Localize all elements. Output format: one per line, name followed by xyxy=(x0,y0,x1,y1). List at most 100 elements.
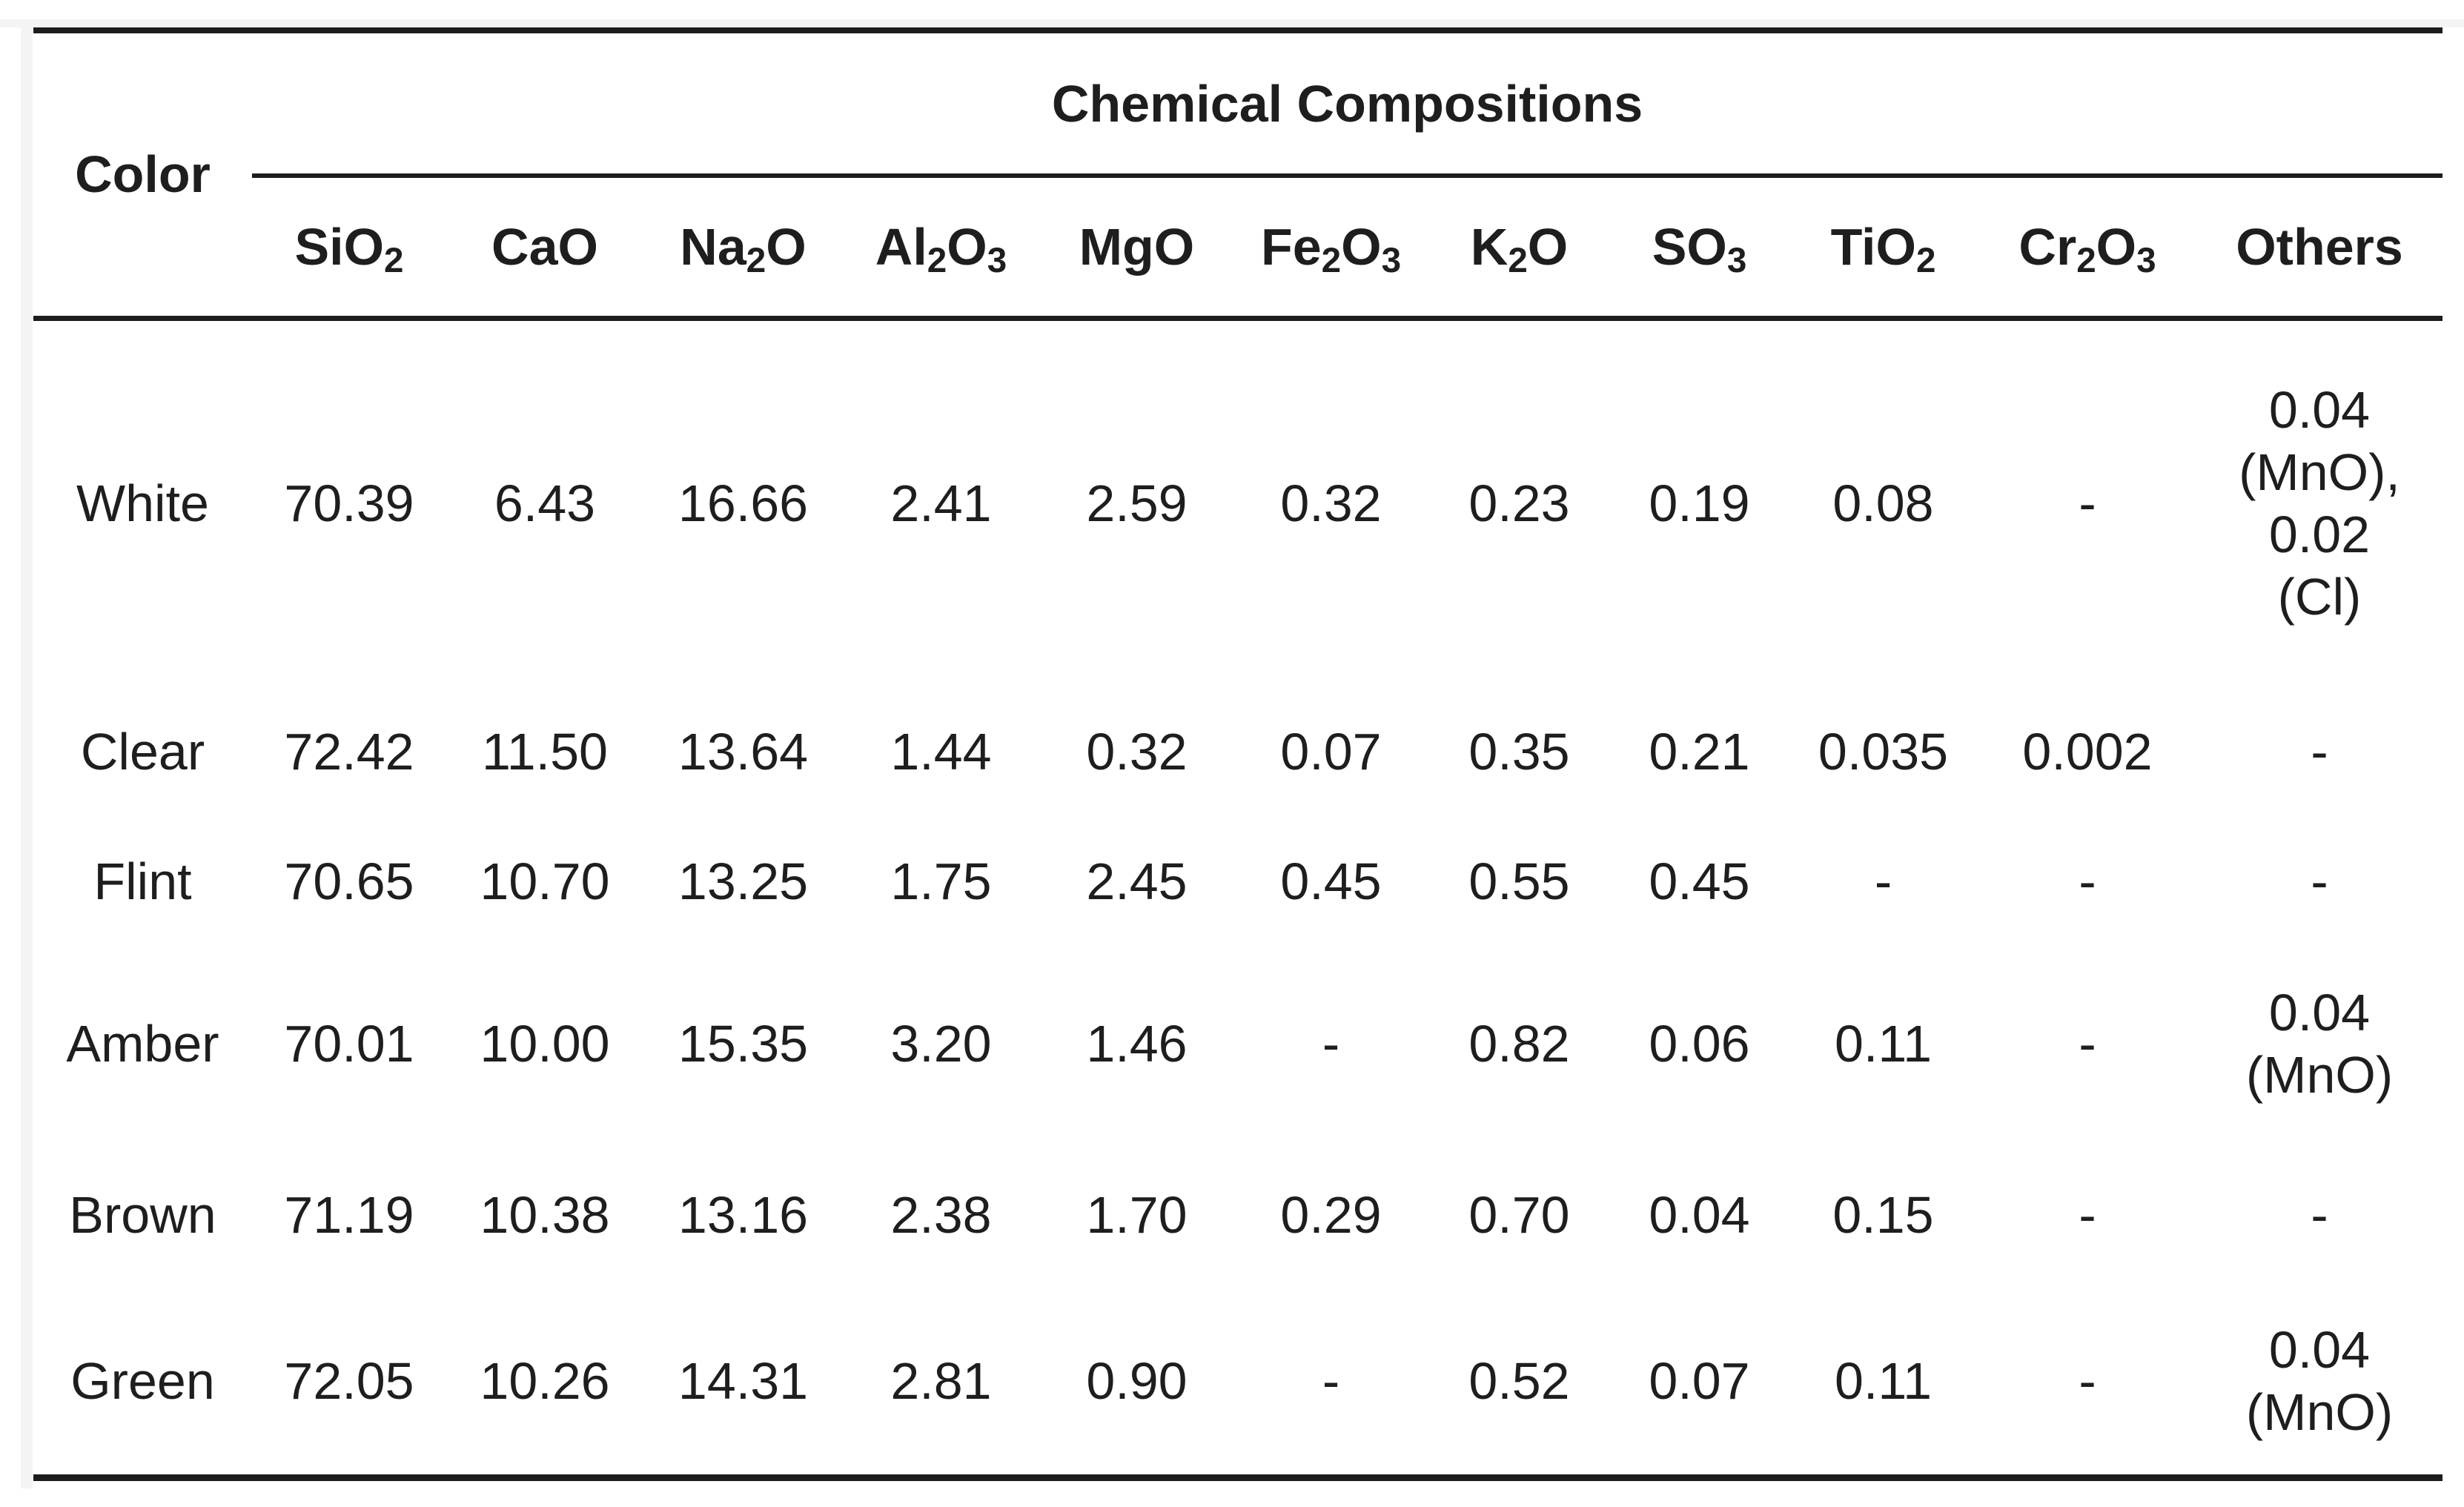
cell-amber-tio2: 0.11 xyxy=(1834,1015,1933,1073)
cell-green-mgo: 0.90 xyxy=(1086,1351,1188,1410)
table-row-white: White 70.39 6.43 16.66 2.41 2.59 0.32 0.… xyxy=(33,318,2443,686)
column-header-cao: CaO xyxy=(446,176,643,321)
cell-clear-fe2o3: 0.07 xyxy=(1280,723,1382,781)
chemical-compositions-table: Color Chemical Compositions SiO2 CaO Na2… xyxy=(33,27,2443,1481)
cell-green-others: 0.04 (MnO) xyxy=(2196,1288,2443,1477)
cell-amber-na2o: 15.35 xyxy=(678,1015,809,1073)
column-header-sio2: SiO2 xyxy=(252,176,446,321)
column-header-tio2: TiO2 xyxy=(1788,176,1978,321)
cell-green-fe2o3: - xyxy=(1322,1351,1340,1410)
cell-clear-sio2: 72.42 xyxy=(284,723,414,781)
cell-amber-others: 0.04 (MnO) xyxy=(2196,945,2443,1142)
cell-flint-others-text: - xyxy=(2311,852,2328,910)
cell-brown-others: - xyxy=(2196,1142,2443,1288)
cell-green-tio2: 0.11 xyxy=(1834,1351,1933,1410)
cell-flint-others: - xyxy=(2196,818,2443,945)
cell-white-cr2o3: - xyxy=(2079,474,2096,532)
row-header-brown: Brown xyxy=(69,1186,216,1244)
group-header-chemical-compositions: Chemical Compositions xyxy=(252,30,2443,178)
cell-white-so3: 0.19 xyxy=(1649,474,1750,532)
table-row-green: Green 72.05 10.26 14.31 2.81 0.90 - 0.52… xyxy=(33,1288,2443,1477)
cell-brown-so3: 0.04 xyxy=(1649,1186,1750,1244)
cell-green-so3: 0.07 xyxy=(1649,1351,1750,1410)
row-header-amber: Amber xyxy=(66,1015,219,1073)
cell-clear-k2o: 0.35 xyxy=(1468,723,1570,781)
cell-green-al2o3: 2.81 xyxy=(890,1351,992,1410)
table-row-amber: Amber 70.01 10.00 15.35 3.20 1.46 - 0.82… xyxy=(33,945,2443,1142)
cell-clear-so3: 0.21 xyxy=(1649,723,1750,781)
row-header-flint: Flint xyxy=(93,852,192,910)
cell-flint-tio2: - xyxy=(1874,852,1892,910)
cell-green-sio2: 72.05 xyxy=(284,1351,414,1410)
cell-clear-cao: 11.50 xyxy=(482,723,608,781)
cell-brown-fe2o3: 0.29 xyxy=(1280,1186,1382,1244)
cell-brown-al2o3: 2.38 xyxy=(890,1186,992,1244)
cell-flint-cr2o3: - xyxy=(2079,852,2096,910)
column-header-so3: SO3 xyxy=(1611,176,1788,321)
cell-clear-al2o3: 1.44 xyxy=(890,723,992,781)
cell-brown-k2o: 0.70 xyxy=(1468,1186,1570,1244)
column-header-others: Others xyxy=(2196,176,2443,321)
cell-white-cao: 6.43 xyxy=(494,474,596,532)
cell-amber-k2o: 0.82 xyxy=(1468,1015,1570,1073)
page-margin-left xyxy=(21,19,33,1488)
cell-flint-cao: 10.70 xyxy=(480,852,610,910)
cell-flint-al2o3: 1.75 xyxy=(890,852,992,910)
row-header-clear: Clear xyxy=(80,723,205,781)
cell-amber-so3: 0.06 xyxy=(1649,1015,1750,1073)
column-header-color: Color xyxy=(33,30,252,321)
cell-clear-cr2o3: 0.002 xyxy=(2022,723,2153,781)
cell-brown-tio2: 0.15 xyxy=(1832,1186,1934,1244)
column-header-mgo: MgO xyxy=(1039,176,1234,321)
column-header-al2o3: Al2O3 xyxy=(843,176,1039,321)
cell-amber-al2o3: 3.20 xyxy=(890,1015,992,1073)
cell-amber-mgo: 1.46 xyxy=(1086,1015,1188,1073)
cell-white-fe2o3: 0.32 xyxy=(1280,474,1382,532)
table-row-flint: Flint 70.65 10.70 13.25 1.75 2.45 0.45 0… xyxy=(33,818,2443,945)
column-header-fe2o3: Fe2O3 xyxy=(1234,176,1428,321)
column-header-k2o: K2O xyxy=(1428,176,1611,321)
cell-white-al2o3: 2.41 xyxy=(890,474,992,532)
cell-green-cao: 10.26 xyxy=(480,1351,610,1410)
row-header-green: Green xyxy=(70,1351,215,1410)
cell-flint-fe2o3: 0.45 xyxy=(1280,852,1382,910)
column-header-na2o: Na2O xyxy=(643,176,843,321)
cell-white-na2o: 16.66 xyxy=(678,474,809,532)
cell-flint-so3: 0.45 xyxy=(1649,852,1750,910)
cell-white-tio2: 0.08 xyxy=(1832,474,1934,532)
cell-brown-sio2: 71.19 xyxy=(284,1186,414,1244)
cell-white-others-text: 0.04 (MnO), 0.02 (Cl) xyxy=(2239,380,2400,626)
cell-flint-mgo: 2.45 xyxy=(1086,852,1188,910)
cell-clear-others-text: - xyxy=(2311,723,2328,781)
cell-amber-cr2o3: - xyxy=(2079,1015,2096,1073)
header-group-row: Color Chemical Compositions xyxy=(33,30,2443,321)
cell-brown-cr2o3: - xyxy=(2079,1186,2096,1244)
table-row-clear: Clear 72.42 11.50 13.64 1.44 0.32 0.07 0… xyxy=(33,686,2443,818)
cell-brown-na2o: 13.16 xyxy=(678,1186,809,1244)
row-header-white: White xyxy=(76,474,209,532)
cell-amber-sio2: 70.01 xyxy=(284,1015,414,1073)
cell-flint-na2o: 13.25 xyxy=(678,852,809,910)
cell-clear-tio2: 0.035 xyxy=(1818,723,1949,781)
cell-amber-others-text: 0.04 (MnO) xyxy=(2245,984,2394,1104)
cell-white-others: 0.04 (MnO), 0.02 (Cl) xyxy=(2196,318,2443,686)
cell-white-mgo: 2.59 xyxy=(1086,474,1188,532)
cell-clear-na2o: 13.64 xyxy=(678,723,809,781)
cell-flint-k2o: 0.55 xyxy=(1468,852,1570,910)
cell-flint-sio2: 70.65 xyxy=(284,852,414,910)
cell-green-others-text: 0.04 (MnO) xyxy=(2245,1320,2394,1441)
cell-brown-cao: 10.38 xyxy=(480,1186,610,1244)
cell-amber-fe2o3: - xyxy=(1322,1015,1340,1073)
header-columns-row: SiO2 CaO Na2O Al2O3 MgO Fe2O3 K2O SO3 Ti… xyxy=(33,176,2443,321)
cell-green-cr2o3: - xyxy=(2079,1351,2096,1410)
cell-white-sio2: 70.39 xyxy=(284,474,414,532)
cell-brown-mgo: 1.70 xyxy=(1086,1186,1188,1244)
cell-white-k2o: 0.23 xyxy=(1468,474,1570,532)
cell-clear-others: - xyxy=(2196,686,2443,818)
cell-clear-mgo: 0.32 xyxy=(1086,723,1188,781)
page-margin-top xyxy=(0,19,2464,27)
table-row-brown: Brown 71.19 10.38 13.16 2.38 1.70 0.29 0… xyxy=(33,1142,2443,1288)
cell-amber-cao: 10.00 xyxy=(480,1015,610,1073)
cell-brown-others-text: - xyxy=(2311,1186,2328,1244)
